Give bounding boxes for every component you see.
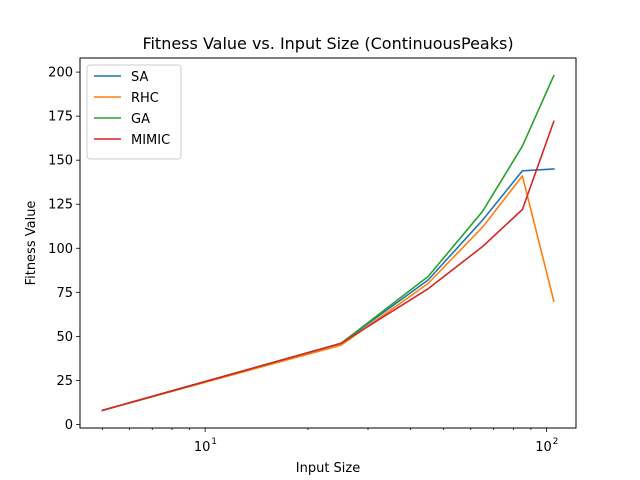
axes-frame	[79, 57, 577, 429]
y-tick-label: 125	[48, 198, 73, 213]
y-tick-label: 75	[56, 286, 73, 301]
chart-title: Fitness Value vs. Input Size (Continuous…	[142, 34, 513, 53]
y-tick-label: 25	[56, 374, 73, 389]
legend-box	[86, 64, 182, 160]
legend-label-ga: GA	[131, 112, 150, 127]
legend-label-sa: SA	[131, 70, 148, 85]
x-tick-exponent: 1	[211, 437, 217, 447]
legend-label-rhc: RHC	[131, 91, 159, 106]
y-tick-label: 100	[48, 242, 73, 257]
x-tick-label: 10	[535, 440, 552, 455]
legend: SA RHC GA MIMIC	[86, 64, 182, 160]
series-line-mimic	[101, 120, 555, 412]
y-tick-label: 200	[48, 66, 73, 81]
x-tick-exponent: 2	[553, 437, 559, 447]
y-tick-label: 50	[56, 330, 73, 345]
y-axis: 0 25 50 75 100 125 150 175 200	[48, 66, 80, 433]
y-tick-label: 150	[48, 154, 73, 169]
x-tick-label: 10	[194, 440, 211, 455]
plot-area	[101, 74, 555, 412]
x-axis: 10 1 10 2	[101, 428, 559, 455]
y-axis-label: Fitness Value	[24, 201, 39, 286]
y-tick-label: 175	[48, 110, 73, 125]
y-tick-label: 0	[65, 418, 73, 433]
legend-label-mimic: MIMIC	[131, 133, 170, 148]
x-axis-label: Input Size	[296, 461, 360, 476]
